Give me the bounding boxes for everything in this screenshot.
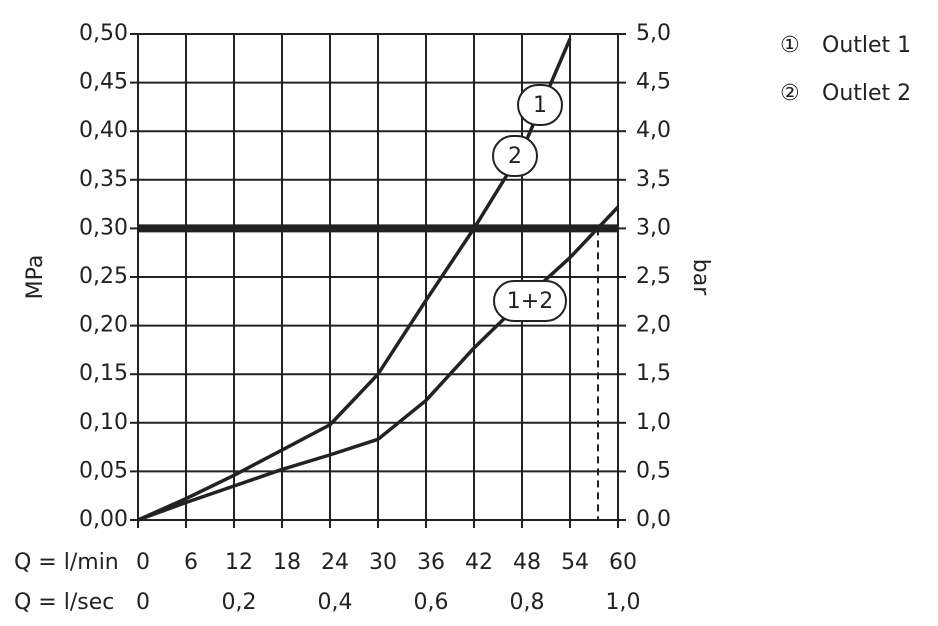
- x-tick-label: 6: [184, 550, 198, 575]
- label-bubble: [517, 84, 563, 126]
- y-tick-label: 0,30: [79, 215, 128, 240]
- label-bubble: [493, 280, 567, 322]
- curve-label: 1: [533, 93, 547, 118]
- x-tick-label: 48: [513, 550, 541, 575]
- y-axis-label: MPa: [23, 255, 48, 300]
- legend-symbol: ①: [780, 33, 800, 58]
- y2-axis-label: bar: [688, 259, 713, 296]
- y-tick-label: 0,00: [79, 507, 128, 532]
- legend-label: Outlet 1: [822, 33, 911, 58]
- y-tick-label: 0,05: [79, 458, 128, 483]
- curve-label: 1+2: [507, 289, 553, 314]
- y2-tick-label: 3,5: [636, 167, 671, 192]
- legend-label: Outlet 2: [822, 81, 911, 106]
- x2-tick-label: 0: [136, 590, 150, 615]
- x-tick-label: 24: [321, 550, 349, 575]
- y2-tick-label: 4,5: [636, 70, 671, 95]
- y-tick-label: 0,50: [79, 21, 128, 46]
- y-tick-label: 0,25: [79, 264, 128, 289]
- x-tick-label: 0: [136, 550, 150, 575]
- x-tick-label: 60: [609, 550, 637, 575]
- curve-label: 2: [508, 144, 522, 169]
- x2-axis-label: Q = l/sec: [14, 590, 114, 615]
- y2-tick-label: 2,5: [636, 264, 671, 289]
- y-tick-label: 0,45: [79, 70, 128, 95]
- x-tick-label: 36: [417, 550, 445, 575]
- x-tick-label: 18: [273, 550, 301, 575]
- x-tick-label: 12: [225, 550, 253, 575]
- x-tick-label: 54: [561, 550, 589, 575]
- y2-tick-label: 0,5: [636, 458, 671, 483]
- y2-tick-label: 2,0: [636, 313, 671, 338]
- y-tick-label: 0,40: [79, 118, 128, 143]
- x2-tick-label: 0,4: [318, 590, 353, 615]
- label-bubble: [492, 135, 538, 177]
- y2-tick-label: 1,5: [636, 361, 671, 386]
- y2-tick-label: 0,0: [636, 507, 671, 532]
- y-tick-label: 0,10: [79, 410, 128, 435]
- x-tick-label: 30: [369, 550, 397, 575]
- y2-tick-label: 1,0: [636, 410, 671, 435]
- y-tick-label: 0,35: [79, 167, 128, 192]
- y2-tick-label: 5,0: [636, 21, 671, 46]
- curve: [137, 38, 572, 522]
- y2-tick-label: 4,0: [636, 118, 671, 143]
- y2-tick-label: 3,0: [636, 215, 671, 240]
- y-tick-label: 0,20: [79, 313, 128, 338]
- x-axis-label: Q = l/min: [14, 550, 119, 575]
- x2-tick-label: 0,8: [510, 590, 545, 615]
- y-tick-label: 0,15: [79, 361, 128, 386]
- x2-tick-label: 0,2: [222, 590, 257, 615]
- x-tick-label: 42: [465, 550, 493, 575]
- legend-symbol: ②: [780, 81, 800, 106]
- x2-tick-label: 0,6: [414, 590, 449, 615]
- x2-tick-label: 1,0: [606, 590, 641, 615]
